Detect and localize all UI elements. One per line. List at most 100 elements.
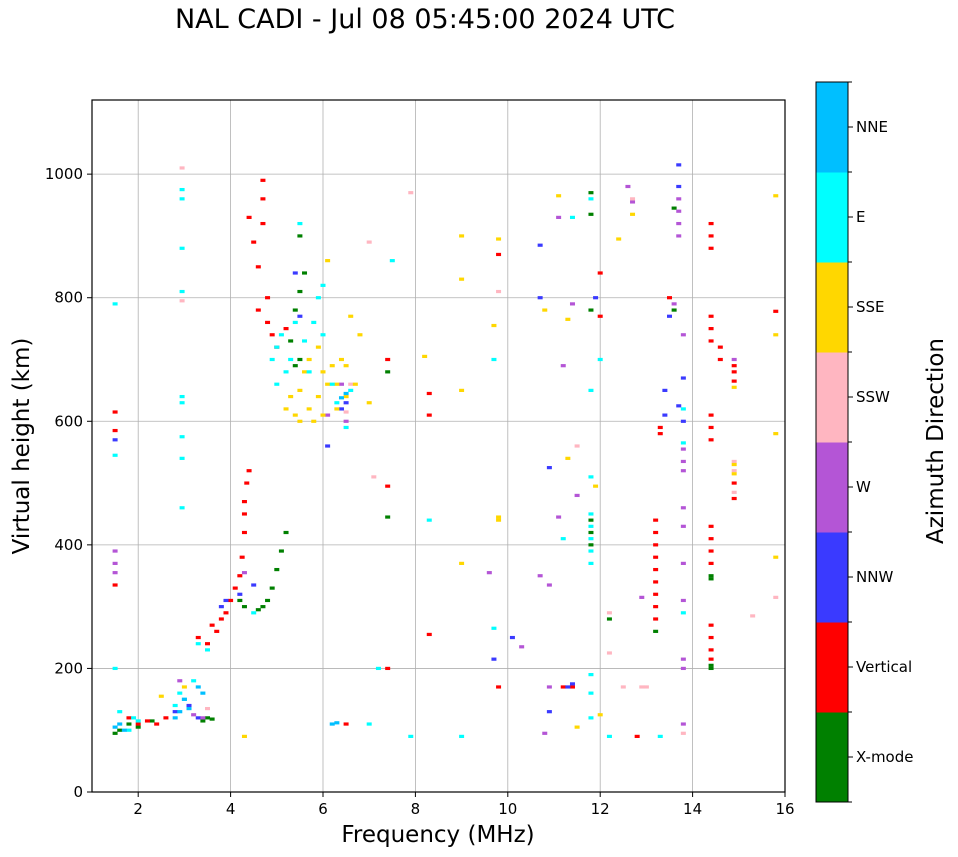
data-point-sse xyxy=(181,685,187,689)
data-point-nnw xyxy=(195,716,201,720)
data-point-nnw xyxy=(662,388,668,392)
colorbar-segment-e xyxy=(816,172,848,263)
data-point-sse xyxy=(338,357,344,362)
data-point-w xyxy=(680,524,686,528)
data-point-x-mode xyxy=(126,722,132,726)
data-point-vertical xyxy=(708,234,714,238)
data-point-e xyxy=(288,357,294,362)
data-point-e xyxy=(588,388,594,392)
data-point-vertical xyxy=(717,345,723,349)
data-point-x-mode xyxy=(297,234,303,238)
data-point-w xyxy=(676,221,682,226)
data-point-vertical xyxy=(343,722,349,726)
data-point-vertical xyxy=(731,481,737,485)
data-point-e xyxy=(179,456,185,460)
data-point-sse xyxy=(459,388,465,392)
data-point-vertical xyxy=(232,586,238,590)
data-point-e xyxy=(179,187,185,192)
data-point-vertical xyxy=(163,716,169,720)
data-point-nnw xyxy=(676,184,682,189)
data-point-vertical xyxy=(265,296,271,300)
data-point-w xyxy=(241,571,247,575)
data-point-vertical xyxy=(657,432,663,436)
data-point-vertical xyxy=(214,629,220,633)
data-point-vertical xyxy=(246,215,252,219)
data-point-sse xyxy=(329,364,335,368)
data-point-e xyxy=(283,370,289,374)
x-tick-label: 16 xyxy=(775,800,794,818)
data-point-sse xyxy=(334,407,340,411)
data-point-vertical xyxy=(209,623,215,627)
data-point-vertical xyxy=(708,339,714,343)
data-point-x-mode xyxy=(297,357,303,362)
data-point-sse xyxy=(311,419,317,423)
data-point-vertical xyxy=(653,518,659,522)
data-point-vertical xyxy=(283,327,289,331)
data-point-x-mode xyxy=(260,605,266,609)
data-point-vertical xyxy=(144,719,150,723)
data-point-nne xyxy=(343,391,349,396)
data-point-e xyxy=(343,425,349,430)
data-point-w xyxy=(680,333,686,337)
data-point-w xyxy=(680,666,686,671)
data-point-vertical xyxy=(223,611,229,615)
data-point-vertical xyxy=(653,580,659,584)
colorbar-segment-ssw xyxy=(816,352,848,443)
data-point-vertical xyxy=(708,438,714,442)
data-point-x-mode xyxy=(241,605,247,609)
data-point-e xyxy=(588,673,594,677)
chart-title: NAL CADI - Jul 08 05:45:00 2024 UTC xyxy=(174,4,676,35)
data-point-sse xyxy=(496,518,502,522)
y-axis-label: Virtual height (km) xyxy=(9,338,35,555)
colorbar-segment-x-mode xyxy=(816,712,848,803)
data-point-sse xyxy=(297,419,303,423)
data-point-ssw xyxy=(179,166,185,170)
y-tick-label: 1000 xyxy=(45,165,83,183)
data-point-e xyxy=(191,679,197,683)
data-point-e xyxy=(112,453,118,457)
data-point-e xyxy=(278,333,284,337)
data-point-vertical xyxy=(269,333,275,337)
data-point-x-mode xyxy=(385,370,391,374)
data-point-w xyxy=(546,583,552,587)
colorbar-label-vertical: Vertical xyxy=(856,658,912,676)
data-point-x-mode xyxy=(255,608,261,612)
data-point-e xyxy=(348,388,354,392)
y-tick-label: 0 xyxy=(73,783,83,801)
data-point-vertical xyxy=(653,605,659,609)
data-point-w xyxy=(676,209,682,213)
data-point-e xyxy=(657,734,663,738)
data-point-w xyxy=(680,459,686,464)
data-point-sse xyxy=(315,394,321,399)
x-tick-label: 12 xyxy=(591,800,610,818)
data-point-vertical xyxy=(731,364,737,368)
data-point-x-mode xyxy=(112,731,118,735)
data-point-sse xyxy=(731,385,737,389)
data-point-nnw xyxy=(491,657,497,661)
data-point-x-mode xyxy=(606,617,612,621)
data-point-ssw xyxy=(639,685,645,689)
data-point-e xyxy=(491,626,497,630)
data-point-nnw xyxy=(676,163,682,167)
data-point-w xyxy=(574,493,580,498)
data-point-x-mode xyxy=(385,515,391,519)
data-point-vertical xyxy=(496,685,502,689)
data-point-e xyxy=(366,722,372,726)
data-point-nne xyxy=(338,396,344,400)
data-point-w xyxy=(680,561,686,565)
data-point-nnw xyxy=(667,314,672,318)
data-point-vertical xyxy=(708,537,714,541)
data-point-e xyxy=(177,691,183,695)
data-point-e xyxy=(320,283,326,287)
data-point-x-mode xyxy=(708,577,714,581)
data-point-nnw xyxy=(565,685,571,689)
x-tick-label: 14 xyxy=(683,800,702,818)
data-point-e xyxy=(131,716,137,720)
data-point-vertical xyxy=(385,357,391,362)
data-point-vertical xyxy=(255,308,261,312)
x-tick-label: 8 xyxy=(411,800,421,818)
data-point-e xyxy=(179,394,185,399)
data-point-vertical xyxy=(708,246,714,250)
data-point-sse xyxy=(459,234,465,238)
data-point-vertical xyxy=(708,425,714,430)
